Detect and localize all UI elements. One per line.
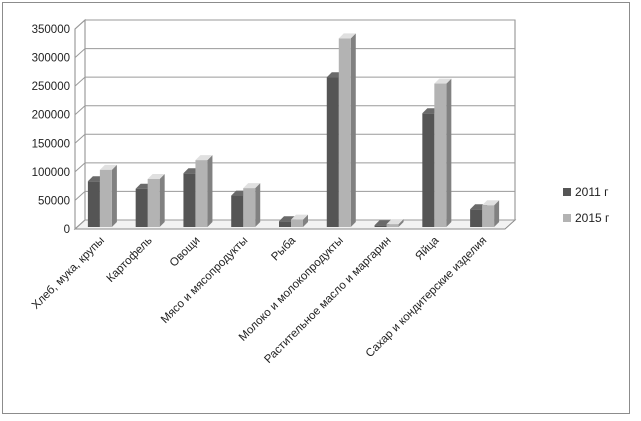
gridline: [74, 219, 515, 230]
bar-side: [350, 33, 356, 227]
y-tick-label: 350000: [32, 24, 70, 36]
y-tick-label: 150000: [32, 138, 70, 150]
bar-front: [231, 195, 244, 227]
bar-side: [111, 164, 117, 227]
x-category-label: Хлеб, мука, крупы: [30, 235, 107, 312]
bar-front: [326, 77, 339, 228]
legend-label: 2015 г: [575, 211, 610, 225]
bar-front: [422, 113, 435, 227]
bar-top: [434, 78, 452, 84]
bar-front: [99, 169, 112, 227]
x-category-label: Рыба: [269, 234, 298, 263]
bar-top: [195, 155, 213, 161]
gridline: [74, 190, 515, 201]
y-tick-label: 300000: [32, 53, 70, 65]
side-wall: [74, 18, 86, 231]
bar-top: [99, 164, 117, 170]
bar-top: [338, 33, 356, 39]
bar-front: [279, 221, 291, 227]
bar: [243, 183, 261, 227]
y-tick-label: 50000: [38, 195, 70, 207]
bar-top: [482, 200, 500, 206]
bar-side: [303, 214, 308, 227]
bar: [147, 174, 165, 227]
y-tick-label: 200000: [32, 110, 70, 122]
bar: [482, 200, 500, 227]
x-category-label: Мясо и мясопродукты: [159, 235, 250, 326]
gridline: [74, 48, 515, 58]
legend-label: 2011 г: [575, 185, 609, 199]
bar-side: [494, 200, 500, 227]
bar: [338, 33, 356, 227]
x-category-label: Яйца: [413, 234, 442, 263]
bar-front: [243, 188, 256, 227]
legend-swatch: [563, 188, 571, 196]
bar-top: [243, 183, 261, 189]
bar: [386, 219, 404, 227]
bar-front: [470, 209, 483, 227]
bar-front: [195, 160, 208, 227]
gridline: [74, 162, 515, 173]
bar-front: [386, 224, 399, 227]
bar-front: [338, 38, 351, 227]
y-tick-label: 250000: [32, 81, 70, 93]
bar-top: [147, 174, 165, 179]
gridline: [74, 133, 515, 144]
bar-front: [183, 173, 196, 227]
bar: [99, 164, 117, 227]
bar-side: [446, 78, 452, 227]
bar-front: [87, 181, 100, 227]
bar-top: [291, 214, 308, 220]
bar-front: [434, 83, 447, 227]
bar-front: [374, 225, 387, 227]
bar-side: [159, 174, 165, 227]
y-axis-ticks: 0 50000 100000 150000 200000 250000 300000 3500…: [32, 24, 70, 236]
bar-front: [482, 205, 495, 227]
bar-side: [207, 155, 213, 227]
bar-front: [147, 179, 160, 227]
x-category-label: Картофель: [105, 235, 155, 285]
bar-top: [386, 219, 404, 225]
bar-front: [135, 188, 148, 227]
bar-side: [255, 183, 261, 227]
bar: [434, 78, 452, 227]
gridline: [74, 76, 515, 87]
x-category-label: Овощи: [168, 235, 203, 270]
bar: [195, 155, 213, 227]
y-tick-label: 0: [64, 224, 70, 236]
bar: [291, 214, 308, 227]
bar-side: [398, 219, 404, 227]
gridlines: [74, 19, 515, 230]
bars: [87, 33, 500, 228]
bar-front: [291, 219, 303, 227]
gridline: [74, 105, 515, 116]
legend: 2011 г 2015 г: [563, 185, 610, 225]
legend-swatch: [563, 214, 571, 222]
y-tick-label: 100000: [32, 167, 70, 179]
gridline: [74, 19, 515, 30]
